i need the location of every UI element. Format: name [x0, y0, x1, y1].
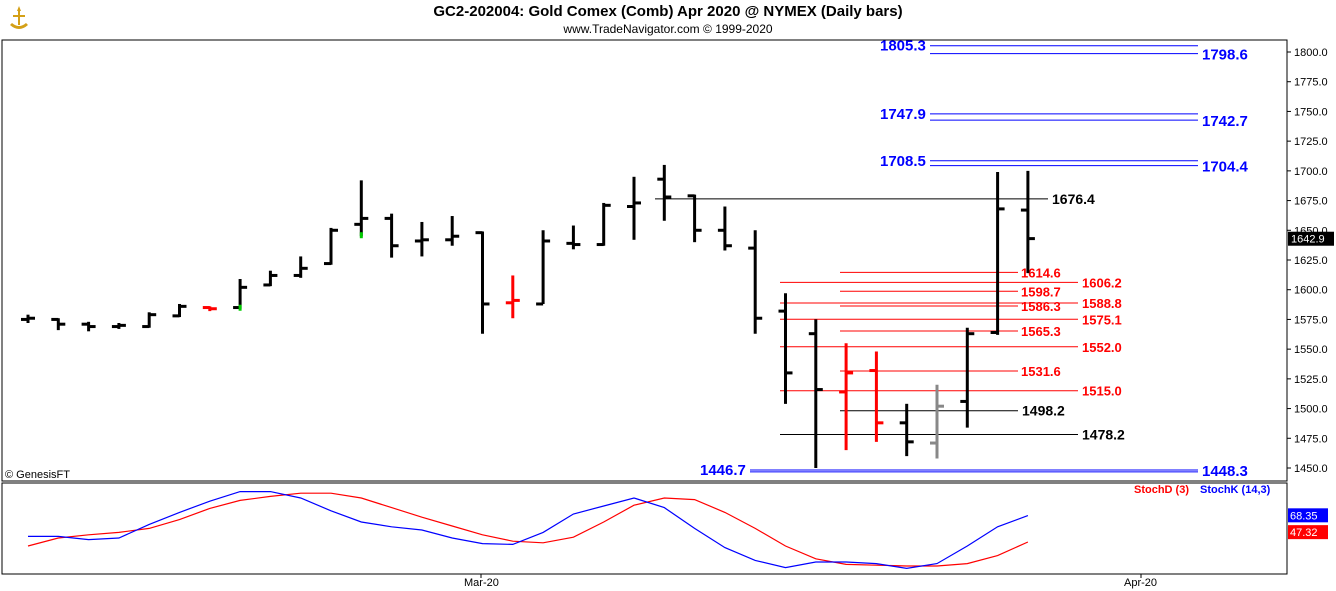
level-label: 1704.4 [1202, 159, 1249, 176]
ohlc-bar [687, 194, 702, 243]
y-tick-label: 1725.0 [1294, 136, 1328, 148]
level-label: 1747.9 [880, 106, 926, 123]
ohlc-bar [1020, 170, 1035, 274]
stoch-k-box [1288, 508, 1328, 523]
y-tick-label: 1750.0 [1294, 106, 1328, 118]
level-label: 1598.7 [1021, 284, 1061, 299]
level-label: 1676.4 [1052, 191, 1095, 207]
y-tick-label: 1575.0 [1294, 314, 1328, 326]
y-tick-label: 1600.0 [1294, 285, 1328, 297]
ohlc-bar [839, 343, 854, 451]
y-tick-label: 1450.0 [1294, 463, 1328, 475]
level-label: 1586.3 [1021, 299, 1061, 314]
ohlc-bar [505, 275, 520, 319]
ohlc-bar [627, 176, 641, 240]
ohlc-bar [21, 314, 35, 323]
ohlc-bar [81, 321, 96, 332]
ohlc-bar [324, 227, 338, 266]
price-panel-frame [1, 39, 1288, 482]
ohlc-bar [51, 317, 66, 331]
stoch-d-label: 47.32 [1290, 527, 1318, 539]
x-tick-label: Apr-20 [1124, 577, 1157, 589]
ohlc-bar [566, 225, 581, 250]
ohlc-bar [960, 327, 975, 428]
ohlc-bar [596, 202, 611, 247]
level-label: 1798.6 [1202, 47, 1248, 64]
ohlc-bar [354, 180, 369, 237]
chart-subtitle: www.TradeNavigator.com © 1999-2020 [563, 22, 773, 36]
stoch-legend-d: StochD (3) [1134, 484, 1189, 496]
level-label: 1588.8 [1082, 296, 1122, 311]
level-label: 1515.0 [1082, 384, 1122, 399]
stoch-k-label: 68.35 [1290, 510, 1318, 522]
level-label: 1565.3 [1021, 324, 1061, 339]
trade-navigator-logo-icon [4, 3, 34, 33]
y-tick-label: 1525.0 [1294, 374, 1328, 386]
ohlc-bar [536, 230, 551, 306]
ohlc-bar [778, 293, 793, 404]
level-label: 1575.1 [1082, 312, 1122, 327]
last-price-label: 1642.9 [1291, 234, 1325, 246]
ohlc-bar [657, 164, 672, 221]
level-label: 1531.6 [1021, 364, 1061, 379]
level-label: 1448.3 [1202, 463, 1248, 480]
stoch-line [27, 492, 1029, 567]
ohlc-bar [748, 230, 763, 334]
level-label: 1446.7 [700, 462, 746, 479]
indicator-panel-frame [1, 482, 1288, 575]
y-tick-label: 1700.0 [1294, 166, 1328, 178]
y-tick-label: 1550.0 [1294, 344, 1328, 356]
ohlc-bar [111, 322, 126, 329]
source-label: © GenesisFT [5, 469, 70, 481]
ohlc-bar [869, 351, 884, 442]
last-price-box [1288, 231, 1334, 246]
x-tick-label: Mar-20 [464, 577, 499, 589]
y-tick-label: 1800.0 [1294, 47, 1328, 59]
y-tick-label: 1500.0 [1294, 404, 1328, 416]
y-tick-label: 1675.0 [1294, 196, 1328, 208]
ohlc-bar [414, 221, 429, 257]
level-label: 1614.6 [1021, 265, 1061, 280]
ohlc-bar [899, 403, 914, 457]
ohlc-bar [233, 279, 248, 310]
level-label: 1606.2 [1082, 275, 1122, 290]
ohlc-bar [142, 312, 157, 329]
stoch-line [28, 491, 1029, 570]
ohlc-bar [717, 206, 732, 251]
level-label: 1805.3 [880, 38, 926, 55]
y-tick-label: 1775.0 [1294, 77, 1328, 89]
stoch-d-box [1288, 525, 1328, 540]
level-label: 1742.7 [1202, 113, 1248, 130]
ohlc-bar [808, 319, 823, 468]
level-label: 1478.2 [1082, 426, 1125, 442]
chart-title: GC2-202004: Gold Comex (Comb) Apr 2020 @… [433, 3, 903, 20]
ohlc-bar [445, 216, 460, 246]
y-tick-label: 1625.0 [1294, 255, 1328, 267]
ohlc-bar [172, 303, 187, 318]
level-label: 1708.5 [880, 153, 926, 170]
y-tick-label: 1475.0 [1294, 433, 1328, 445]
ohlc-bar [930, 384, 944, 459]
level-label: 1498.2 [1022, 403, 1065, 419]
ohlc-bar [990, 172, 1005, 335]
ohlc-bar [263, 270, 278, 287]
level-label: 1552.0 [1082, 340, 1122, 355]
ohlc-bar [202, 306, 217, 312]
ohlc-bar [384, 213, 399, 258]
ohlc-bar [475, 231, 490, 334]
stoch-legend-k: StochK (14,3) [1200, 484, 1271, 496]
ohlc-bar [293, 256, 308, 278]
